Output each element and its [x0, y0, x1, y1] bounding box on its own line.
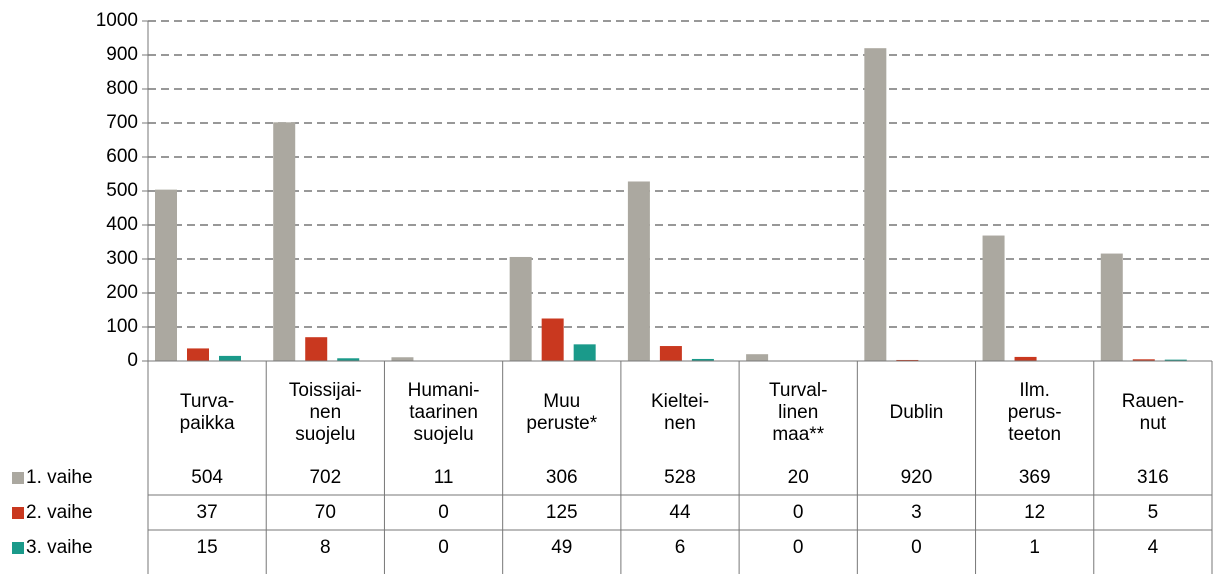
x-tick-label: Rauen-nut: [1122, 391, 1184, 434]
table-value: 306: [546, 467, 578, 488]
bar: [273, 122, 295, 361]
table-value: 0: [438, 537, 449, 558]
y-tick-label: 800: [106, 78, 138, 99]
x-tick-label: Turva-paikka: [180, 391, 235, 434]
table-value: 11: [434, 467, 454, 488]
table-value: 702: [309, 467, 341, 488]
legend-label: 1. vaihe: [26, 467, 93, 488]
y-tick-label: 600: [106, 146, 138, 167]
bar: [391, 357, 413, 361]
bar: [983, 236, 1005, 361]
table-value: 3: [911, 502, 922, 523]
bar: [510, 257, 532, 361]
table-value: 37: [197, 502, 218, 523]
table-value: 49: [551, 537, 572, 558]
table-value: 44: [669, 502, 691, 523]
table-value: 125: [546, 502, 578, 523]
bar: [864, 48, 886, 361]
y-tick-label: 1000: [96, 10, 138, 31]
bar: [155, 190, 177, 361]
table-value: 20: [788, 467, 809, 488]
table-value: 369: [1019, 467, 1051, 488]
legend-marker: [12, 472, 24, 484]
bar: [219, 356, 241, 361]
table-value: 70: [315, 502, 336, 523]
table-value: 0: [911, 537, 922, 558]
table-value: 920: [901, 467, 933, 488]
x-tick-label: Kieltei-nen: [651, 391, 709, 434]
table-value: 0: [793, 502, 804, 523]
y-tick-label: 200: [106, 282, 138, 303]
bar: [187, 348, 209, 361]
table-value: 4: [1148, 537, 1159, 558]
bar: [305, 337, 327, 361]
legend-marker: [12, 542, 24, 554]
y-tick-label: 400: [106, 214, 138, 235]
y-tick-label: 100: [106, 316, 138, 337]
bar: [660, 346, 682, 361]
bar: [542, 319, 564, 362]
x-tick-label: Dublin: [890, 402, 944, 423]
legend-label: 3. vaihe: [26, 537, 93, 558]
table-value: 5: [1148, 502, 1159, 523]
table-value: 0: [438, 502, 449, 523]
bar: [1015, 357, 1037, 361]
table-value: 1: [1029, 537, 1040, 558]
table-value: 0: [793, 537, 804, 558]
y-tick-label: 500: [106, 180, 138, 201]
y-tick-label: 700: [106, 112, 138, 133]
y-tick-label: 900: [106, 44, 138, 65]
y-tick-label: 0: [127, 350, 138, 371]
table-value: 12: [1024, 502, 1045, 523]
bar: [574, 344, 596, 361]
table-value: 316: [1137, 467, 1169, 488]
table-value: 6: [675, 537, 686, 558]
y-tick-label: 300: [106, 248, 138, 269]
table-value: 504: [191, 467, 223, 488]
legend-marker: [12, 507, 24, 519]
bar: [628, 181, 650, 361]
table-value: 528: [664, 467, 696, 488]
bar: [1101, 254, 1123, 361]
legend-label: 2. vaihe: [26, 502, 93, 523]
table-value: 15: [197, 537, 218, 558]
table-value: 8: [320, 537, 331, 558]
x-tick-label: Ilm.perus-teeton: [1008, 380, 1062, 445]
bar: [746, 354, 768, 361]
